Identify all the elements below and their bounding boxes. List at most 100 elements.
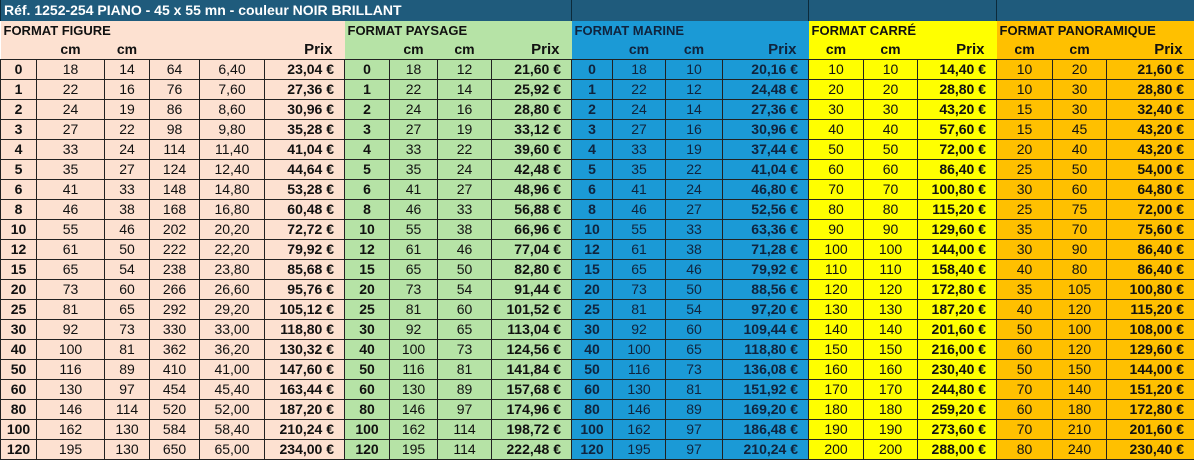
value-cell: 33 (104, 179, 150, 200)
value-cell: 14,80 (199, 179, 265, 200)
value-cell: 29,20 (199, 299, 265, 320)
price-cell: 101,52 € (490, 299, 573, 320)
price-cell: 42,48 € (490, 159, 573, 180)
value-cell: 162 (612, 419, 667, 440)
value-cell: 65 (389, 259, 438, 280)
value-cell: 124 (149, 159, 200, 180)
value-cell: 81 (104, 339, 150, 360)
size-number-cell: 25 (0, 299, 37, 320)
price-cell: 64,80 € (1106, 179, 1194, 200)
value-cell: 6,40 (199, 59, 265, 80)
value-cell: 240 (1052, 439, 1108, 460)
price-cell: 216,00 € (917, 339, 998, 360)
price-cell: 48,96 € (490, 179, 573, 200)
column-header: cm (104, 40, 150, 60)
price-cell: 88,56 € (722, 279, 810, 300)
value-cell: 150 (808, 339, 865, 360)
value-cell: 86 (149, 99, 200, 120)
size-number-cell: 4 (571, 139, 614, 160)
value-cell: 54 (437, 279, 492, 300)
table-row: 60 130 97 454 45,40 163,44 €60 130 89 157,68 €60… (0, 379, 1194, 400)
price-cell: 25,92 € (490, 79, 573, 100)
value-cell: 65 (36, 259, 105, 280)
price-cell: 71,28 € (722, 239, 810, 260)
value-cell: 16 (665, 119, 724, 140)
column-header: Prix (722, 40, 809, 60)
value-cell: 120 (1052, 339, 1108, 360)
size-number-cell: 20 (571, 279, 614, 300)
size-number-cell: 5 (0, 159, 37, 180)
value-cell: 61 (389, 239, 438, 260)
price-cell: 124,56 € (490, 339, 573, 360)
value-cell: 18 (612, 59, 667, 80)
value-cell: 222 (149, 239, 200, 260)
value-cell: 98 (149, 119, 200, 140)
size-number-cell: 40 (571, 339, 614, 360)
value-cell: 89 (104, 359, 150, 380)
table-row: 100 162 130 584 58,40 210,24 €100 162 114 198,72… (0, 419, 1194, 440)
value-cell: 110 (808, 259, 865, 280)
table-row: 2 24 19 86 8,60 30,96 €2 24 16 28,80 €2 24 14 27,36… (0, 99, 1194, 120)
value-cell: 46 (665, 259, 724, 280)
value-cell: 35 (996, 219, 1054, 240)
value-cell: 40 (863, 119, 919, 140)
value-cell: 50 (808, 139, 865, 160)
size-number-cell: 8 (344, 199, 390, 220)
value-cell: 46 (389, 199, 438, 220)
size-number-cell: 100 (344, 419, 390, 440)
table-row: 10 55 46 202 20,20 72,72 €10 55 38 66,96 €10 55 33… (0, 219, 1194, 240)
column-header (199, 40, 265, 60)
size-number-cell: 40 (0, 339, 37, 360)
value-cell: 90 (863, 219, 919, 240)
price-cell: 91,44 € (490, 279, 573, 300)
price-cell: 118,80 € (722, 339, 810, 360)
value-cell: 16,80 (199, 199, 265, 220)
price-cell: 39,60 € (490, 139, 573, 160)
value-cell: 65 (665, 339, 724, 360)
price-cell: 27,36 € (264, 79, 345, 100)
value-cell: 24 (104, 139, 150, 160)
value-cell: 46 (437, 239, 492, 260)
size-number-cell: 6 (571, 179, 614, 200)
price-cell: 57,60 € (917, 119, 998, 140)
value-cell: 100 (389, 339, 438, 360)
page-title: Réf. 1252-254 PIANO - 45 x 55 mn - coule… (0, 0, 573, 21)
size-number-cell: 30 (344, 319, 390, 340)
price-cell: 63,36 € (722, 219, 810, 240)
value-cell: 8,60 (199, 99, 265, 120)
column-header (149, 40, 200, 60)
size-number-cell: 8 (571, 199, 614, 220)
value-cell: 76 (149, 79, 200, 100)
price-cell: 56,88 € (490, 199, 573, 220)
size-number-cell: 2 (344, 99, 390, 120)
value-cell: 16 (104, 79, 150, 100)
value-cell: 55 (612, 219, 667, 240)
size-number-cell: 4 (344, 139, 390, 160)
price-cell: 187,20 € (917, 299, 998, 320)
price-cell: 54,00 € (1106, 159, 1194, 180)
value-cell: 520 (149, 399, 200, 420)
size-number-cell: 8 (0, 199, 37, 220)
value-cell: 60 (996, 339, 1054, 360)
value-cell: 170 (863, 379, 919, 400)
value-cell: 25 (996, 159, 1054, 180)
price-cell: 100,80 € (1106, 279, 1194, 300)
column-header (344, 40, 390, 60)
table-row: 0 18 14 64 6,40 23,04 €0 18 12 21,60 €0 18 10 20,16… (0, 59, 1194, 80)
value-cell: 9,80 (199, 119, 265, 140)
price-cell: 66,96 € (490, 219, 573, 240)
value-cell: 23,80 (199, 259, 265, 280)
size-number-cell: 5 (571, 159, 614, 180)
value-cell: 10 (808, 59, 865, 80)
value-cell: 14 (437, 79, 492, 100)
size-number-cell: 15 (571, 259, 614, 280)
value-cell: 65 (437, 319, 492, 340)
price-cell: 21,60 € (1106, 59, 1194, 80)
size-number-cell: 60 (344, 379, 390, 400)
price-cell: 129,60 € (917, 219, 998, 240)
value-cell: 120 (863, 279, 919, 300)
value-cell: 73 (389, 279, 438, 300)
table-row: 4 33 24 114 11,40 41,04 €4 33 22 39,60 €4 33 19 37,… (0, 139, 1194, 160)
value-cell: 45,40 (199, 379, 265, 400)
